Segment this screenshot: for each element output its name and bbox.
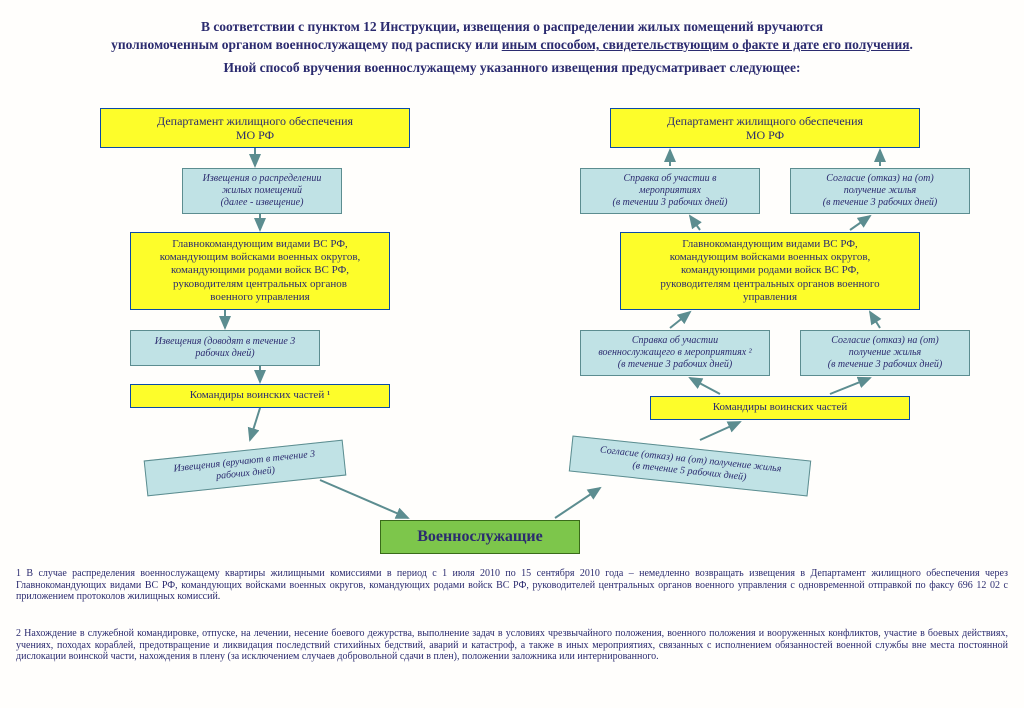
heading-line1: В соответствии с пунктом 12 Инструкции, … [201,19,823,34]
right-cert: Справка об участии в мероприятиях (в теч… [580,168,760,214]
left-handover-3days: Извещения (вручают в течение 3 рабочих д… [144,440,347,497]
left-notice-distrib: Извещения о распределении жилых помещени… [182,168,342,214]
left-notice-3days: Извещения (доводят в течение 3 рабочих д… [130,330,320,366]
subheading: Иной способ вручения военнослужащему ука… [0,60,1024,84]
heading-underlined: иным способом, свидетельствующим о факте… [502,37,910,52]
right-unit-commanders: Командиры воинских частей [650,396,910,420]
heading: В соответствии с пунктом 12 Инструкции, … [0,0,1024,60]
footnote-1: 1 В случае распределения военнослужащему… [16,568,1008,603]
heading-line2b: . [910,37,913,52]
right-dept: Департамент жилищного обеспечения МО РФ [610,108,920,148]
right-consent2: Согласие (отказ) на (от) получение жилья… [800,330,970,376]
right-cert2: Справка об участии военнослужащего в мер… [580,330,770,376]
right-consent-5days: Согласие (отказ) на (от) получение жилья… [569,436,811,497]
heading-line2a: уполномоченным органом военнослужащему п… [111,37,502,52]
left-dept: Департамент жилищного обеспечения МО РФ [100,108,410,148]
footnote-2: 2 Нахождение в служебной командировке, о… [16,628,1008,663]
center-servicemen: Военнослужащие [380,520,580,554]
left-unit-commanders: Командиры воинских частей ¹ [130,384,390,408]
right-consent: Согласие (отказ) на (от) получение жилья… [790,168,970,214]
right-commanders-block: Главнокомандующим видами ВС РФ, командую… [620,232,920,310]
left-commanders-block: Главнокомандующим видами ВС РФ, командую… [130,232,390,310]
